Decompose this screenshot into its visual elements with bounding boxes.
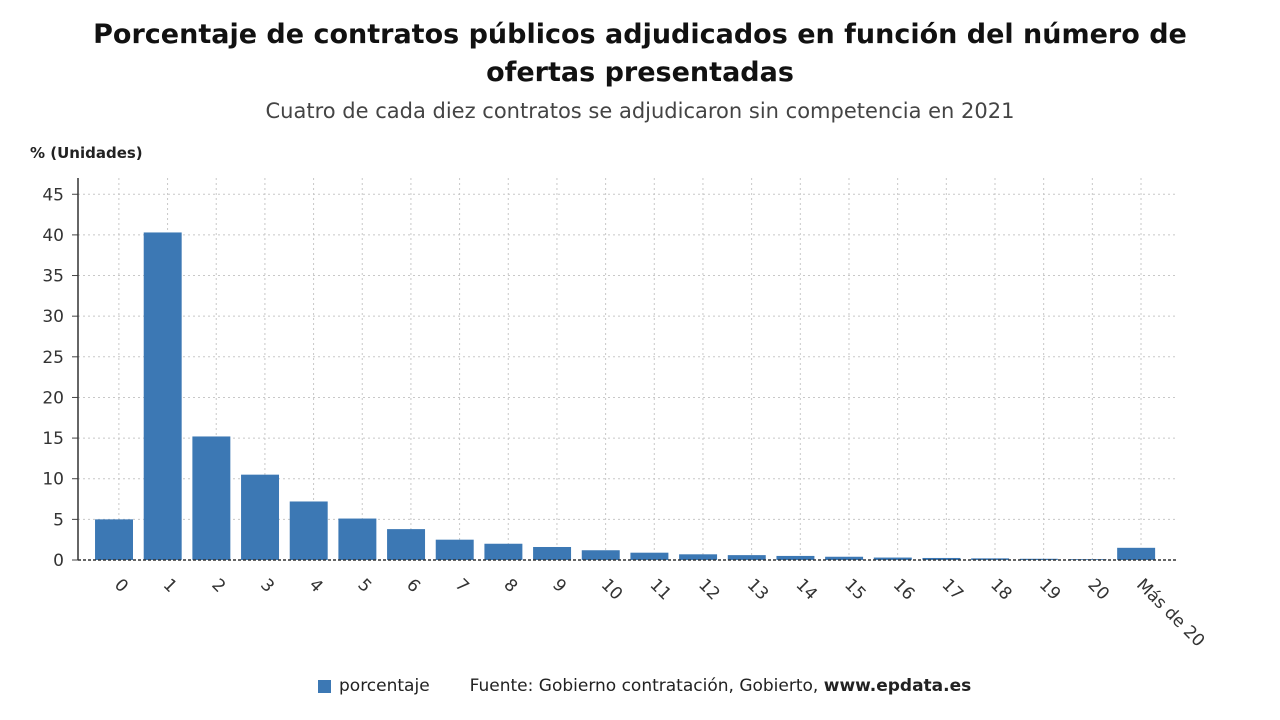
source-text: Fuente: Gobierno contratación, Gobierto,… <box>470 676 972 696</box>
y-tick-label: 15 <box>42 429 64 449</box>
y-tick-label: 10 <box>42 470 64 490</box>
x-tick-label: 6 <box>402 575 424 597</box>
bar <box>95 519 133 560</box>
x-tick-label: 12 <box>694 575 723 604</box>
bar <box>825 556 864 560</box>
bar <box>1117 547 1156 560</box>
bar <box>581 550 620 560</box>
x-tick-label: 16 <box>889 575 918 604</box>
x-tick-label: 2 <box>207 575 229 597</box>
chart-subtitle: Cuatro de cada diez contratos se adjudic… <box>265 99 1015 123</box>
bar <box>338 518 377 560</box>
x-tick-label: 20 <box>1084 575 1113 604</box>
x-tick-label: 7 <box>451 575 473 597</box>
bar <box>484 543 523 560</box>
x-tick-label: 18 <box>986 575 1015 604</box>
bar <box>387 529 426 560</box>
bar <box>1068 559 1107 560</box>
y-tick-label: 30 <box>42 307 64 327</box>
legend-swatch <box>318 679 331 693</box>
x-tick-label: 0 <box>110 575 132 597</box>
x-tick-label: 1 <box>159 575 181 597</box>
source-site: www.epdata.es <box>823 676 972 696</box>
bar <box>873 557 912 560</box>
x-tick-label: 13 <box>743 575 772 604</box>
legend-label: porcentaje <box>339 676 430 696</box>
bar <box>143 232 182 560</box>
x-tick-label: 5 <box>354 575 376 597</box>
y-tick-label: 0 <box>53 551 64 571</box>
bar <box>679 554 718 560</box>
y-tick-label: 40 <box>42 226 64 246</box>
x-tick-label: 15 <box>840 575 869 604</box>
y-tick-label: 35 <box>42 267 64 287</box>
x-tick-label: 10 <box>597 575 626 604</box>
legend: porcentaje Fuente: Gobierno contratación… <box>318 676 971 696</box>
bar <box>241 474 280 560</box>
chart-title: Porcentaje de contratos públicos adjudic… <box>93 19 1187 88</box>
x-tick-label: 11 <box>646 575 675 604</box>
bar <box>192 436 231 560</box>
x-tick-label: 4 <box>305 575 327 597</box>
bar <box>922 557 961 560</box>
bar <box>289 501 328 560</box>
bar <box>776 555 815 560</box>
y-axis-label: % (Unidades) <box>30 144 143 162</box>
x-tick-label: 14 <box>792 575 821 604</box>
x-tick-label: 9 <box>548 575 570 597</box>
bar <box>630 552 669 560</box>
bar <box>533 546 572 560</box>
bar <box>727 555 766 560</box>
x-tick-label: 8 <box>500 575 522 597</box>
x-tick-label: 19 <box>1035 575 1064 604</box>
bar <box>971 558 1010 560</box>
y-tick-label: 45 <box>42 185 64 205</box>
y-tick-label: 20 <box>42 388 64 408</box>
y-tick-label: 25 <box>42 348 64 368</box>
x-tick-label: 3 <box>256 575 278 597</box>
x-tick-label: Más de 20 <box>1132 575 1208 651</box>
y-tick-label: 5 <box>53 510 64 530</box>
source-label: Fuente: Gobierno contratación, Gobierto, <box>469 676 824 696</box>
x-tick-label: 17 <box>938 575 967 604</box>
bar <box>435 539 474 560</box>
